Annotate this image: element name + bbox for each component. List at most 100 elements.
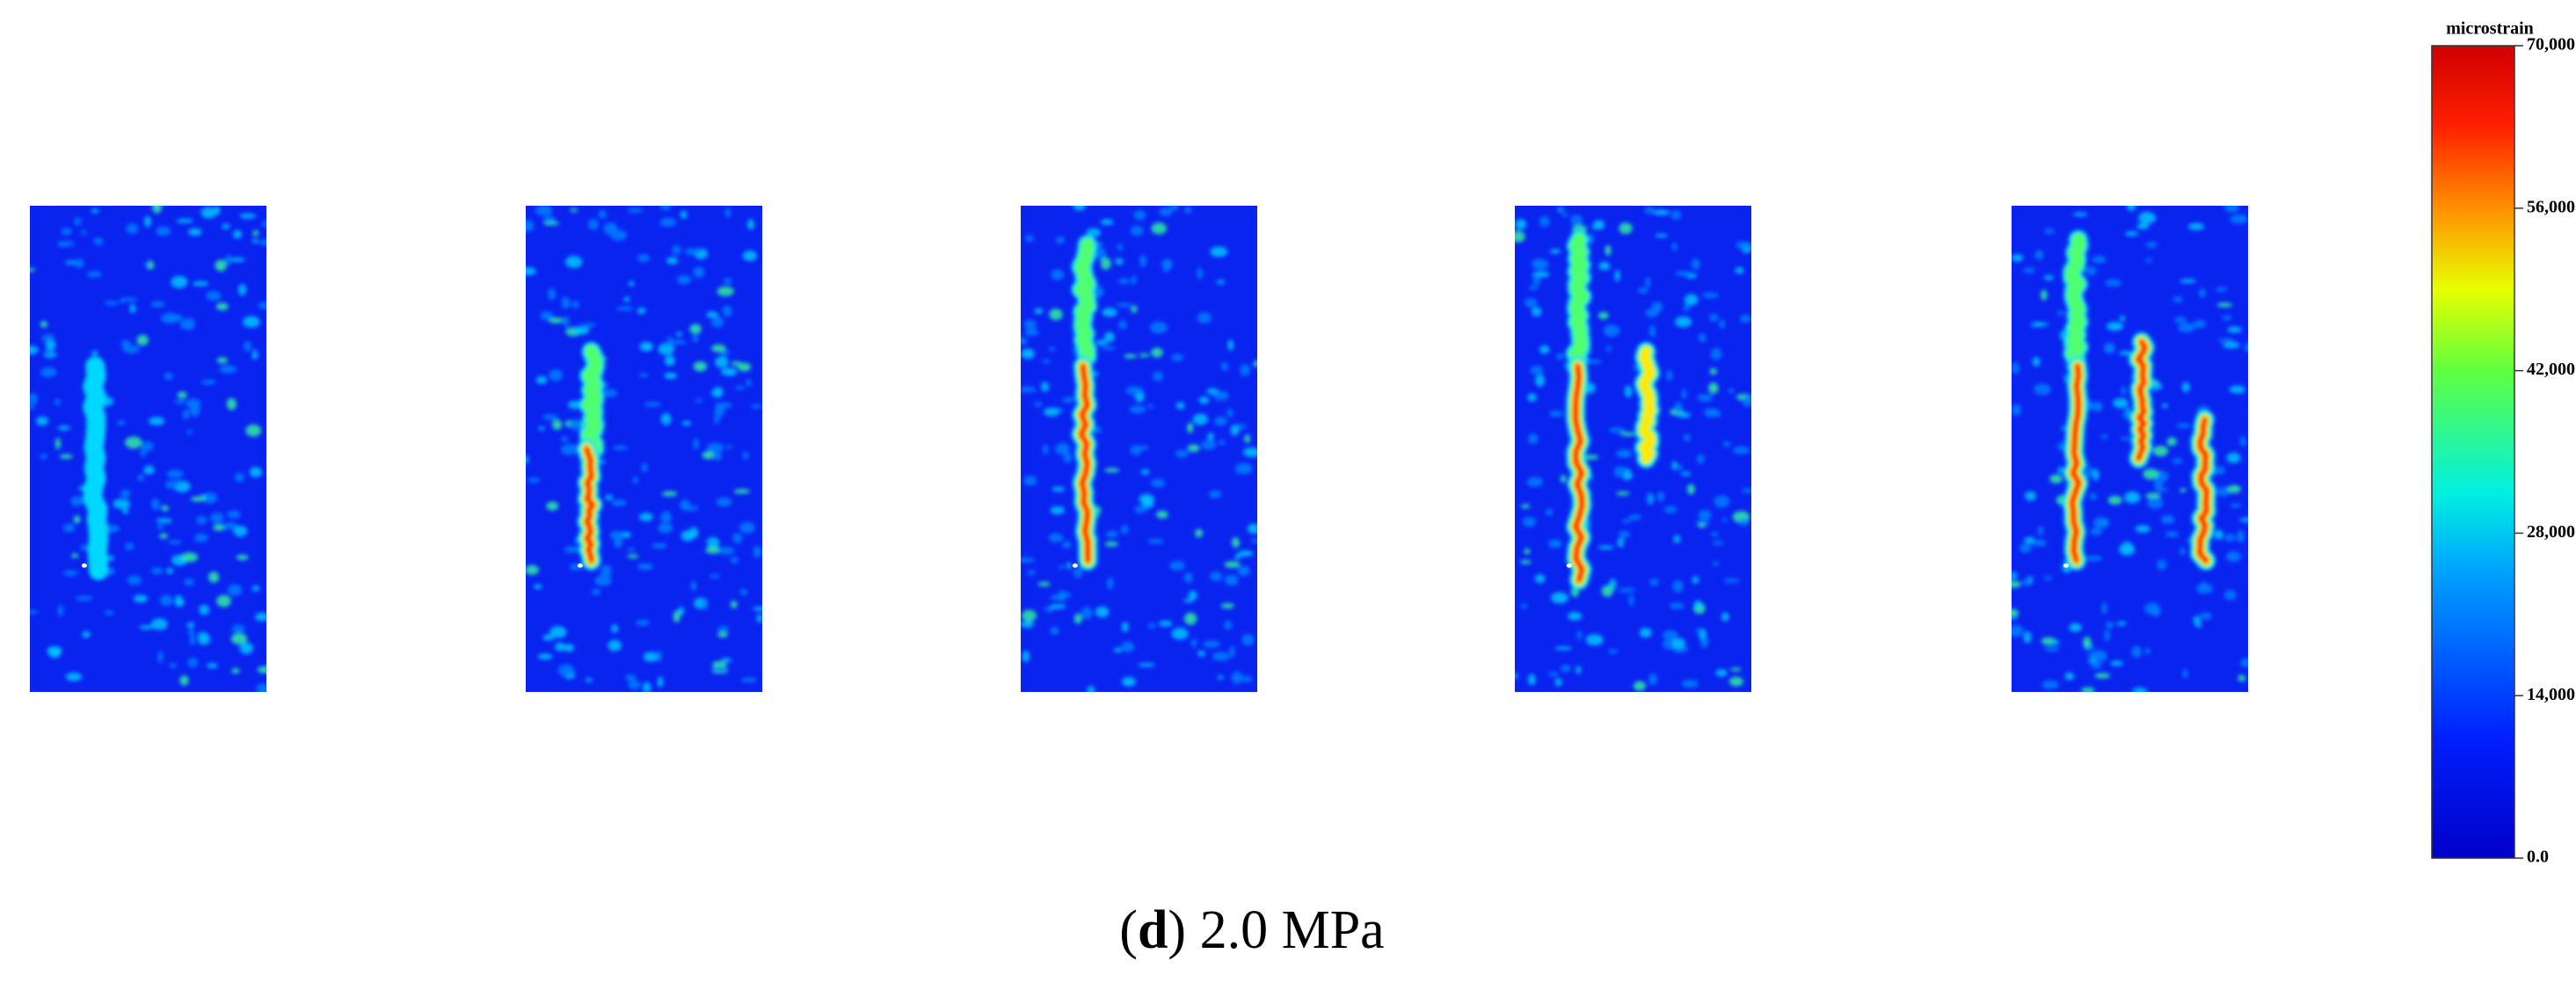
strain-spot (1140, 469, 1150, 476)
strain-spot (1027, 570, 1037, 576)
strain-spot (2025, 491, 2036, 501)
strain-spot (682, 506, 699, 511)
strain-spot (1073, 613, 1082, 624)
strain-spot (1532, 274, 1540, 287)
strain-spot (1704, 408, 1720, 415)
strain-spot (1728, 676, 1743, 687)
strain-spot (166, 567, 174, 575)
strain-spot (1722, 441, 1731, 448)
strain-spot (2041, 681, 2059, 689)
strain-spot (1620, 432, 1635, 437)
strain-spot (1655, 233, 1668, 238)
crack (583, 446, 596, 564)
strain-spot (1522, 516, 1537, 528)
strain-spot (673, 610, 680, 623)
strain-spot (2043, 275, 2055, 280)
strain-spot (1709, 313, 1719, 322)
strain-spot (732, 533, 743, 543)
crack (1568, 232, 1590, 374)
strain-spot (1226, 408, 1233, 418)
strain-spot (1683, 433, 1691, 441)
strain-spot (1614, 466, 1627, 478)
strain-spot (2104, 630, 2111, 642)
strain-spot (65, 673, 83, 681)
strain-spot (216, 594, 231, 608)
strain-spot (1139, 353, 1150, 358)
strain-spot (611, 499, 628, 506)
strain-spot (36, 416, 49, 426)
strain-spot (714, 413, 720, 424)
strain-spot (1549, 249, 1561, 254)
strain-spot (243, 316, 260, 328)
strain-spot (1672, 579, 1684, 593)
strain-spot (239, 642, 254, 655)
strain-spot (693, 266, 705, 279)
strain-spot (724, 207, 731, 218)
strain-spot (1022, 651, 1030, 662)
strain-spot (722, 305, 732, 317)
strain-spot (2199, 288, 2206, 298)
strain-spot (2069, 622, 2082, 632)
strain-spot (129, 303, 136, 314)
strain-spot (1648, 324, 1656, 338)
strain-spot (636, 619, 651, 626)
strain-spot (249, 467, 263, 477)
strain-spot (1605, 244, 1612, 257)
strain-spot (251, 349, 258, 360)
strain-spot (611, 624, 619, 633)
colorbar-tick-label: 70,000.0 (2527, 35, 2576, 55)
strain-spot (2121, 436, 2133, 440)
strain-spot (1598, 261, 1611, 271)
strain-spot (1651, 302, 1663, 313)
strain-spot (74, 258, 84, 268)
strain-spot (1692, 576, 1699, 584)
strain-spot (2239, 517, 2248, 522)
caption-letter: d (1138, 900, 1168, 960)
strain-spot (2044, 228, 2056, 235)
strain-spot (669, 339, 687, 346)
strain-maps (30, 206, 2248, 692)
strain-spot (1021, 621, 1035, 628)
strain-spot (1218, 440, 1226, 445)
strain-spot (537, 653, 553, 660)
strain-spot (561, 296, 571, 309)
strain-spot (561, 436, 569, 442)
strain-spot (146, 260, 155, 270)
strain-spot (740, 677, 757, 683)
strain-spot (2230, 503, 2241, 508)
strain-spot (2226, 551, 2241, 562)
strain-spot (644, 402, 661, 407)
strain-spot (63, 570, 78, 576)
strain-spot (717, 286, 734, 296)
strain-spot (1619, 587, 1636, 593)
strain-spot (1697, 523, 1706, 528)
strain-spot (1663, 630, 1678, 640)
strain-spot (2104, 342, 2115, 353)
strain-spot (1147, 623, 1157, 629)
strain-spot (207, 663, 218, 668)
strain-spot (1023, 319, 1037, 330)
strain-spot (1051, 269, 1065, 280)
colorbar-tick-label: 56,000.0 (2527, 197, 2576, 216)
strain-spot (663, 510, 670, 520)
strain-spot (1062, 397, 1076, 403)
strain-spot (1139, 493, 1154, 505)
strain-spot (637, 253, 651, 263)
strain-spot (91, 208, 99, 214)
strain-spot (2227, 484, 2241, 494)
strain-spot (742, 451, 749, 460)
strain-spot (2032, 539, 2047, 547)
strain-spot (1695, 628, 1701, 633)
strain-spot (616, 306, 634, 311)
strain-spot (2119, 316, 2126, 322)
strain-spot (2161, 403, 2169, 409)
strain-spot (641, 463, 649, 472)
strain-spot (1214, 416, 1227, 426)
strain-spot (2229, 385, 2245, 394)
strain-spot (756, 614, 762, 623)
strain-spot (1087, 686, 1095, 692)
strain-spot (40, 454, 47, 460)
strain-spot (261, 221, 266, 228)
strain-spot (1062, 541, 1072, 549)
